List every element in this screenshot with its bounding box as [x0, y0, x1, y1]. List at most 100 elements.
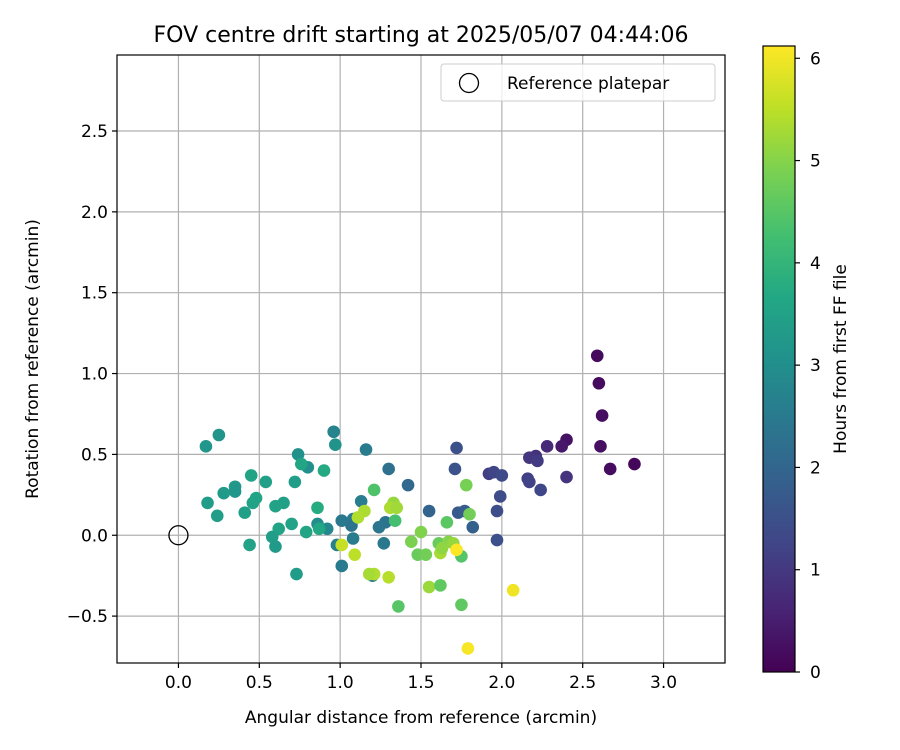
scatter-point [392, 600, 405, 613]
scatter-point [448, 462, 462, 476]
scatter-point [450, 543, 463, 557]
scatter-point [595, 409, 609, 422]
colorbar-tick-label: 5 [810, 152, 821, 172]
scatter-point [594, 440, 607, 453]
y-axis-label: Rotation from reference (arcmin) [23, 219, 43, 499]
scatter-point [265, 530, 279, 544]
colorbar-ticks: 0 1 2 3 4 5 6 [795, 49, 821, 683]
scatter-point [382, 462, 395, 476]
scatter-point [199, 440, 213, 453]
x-tick-label: 3.0 [650, 673, 677, 693]
scatter-point [404, 535, 418, 549]
scatter-point [351, 511, 365, 524]
x-axis-ticks: 0.0 0.5 1.0 1.5 2.0 2.5 3.0 [165, 663, 677, 693]
x-tick-label: 0.5 [246, 673, 273, 693]
scatter-point [422, 580, 436, 594]
scatter-point [290, 567, 303, 581]
scatter-point [414, 525, 428, 539]
scatter-point [523, 475, 536, 489]
scatter-point [490, 504, 504, 518]
scatter-point [440, 516, 454, 529]
scatter-point [459, 478, 473, 492]
scatter-point [461, 642, 475, 655]
x-tick-label: 1.5 [407, 673, 434, 693]
scatter-point [212, 428, 226, 442]
scatter-point [362, 567, 376, 581]
scatter-point [493, 490, 507, 503]
y-axis-ticks: −0.5 0.0 0.5 1.0 1.5 2.0 2.5 [67, 122, 117, 627]
x-axis-label: Angular distance from reference (arcmin) [245, 708, 597, 728]
y-tick-label: 0.0 [81, 526, 108, 546]
scatter-point [435, 541, 449, 555]
scatter-point [201, 496, 214, 510]
scatter-point [590, 349, 604, 363]
legend: Reference platepar [440, 63, 716, 102]
scatter-point [592, 376, 606, 390]
scatter-point [367, 483, 381, 497]
scatter-point [269, 499, 282, 513]
scatter-point [228, 485, 242, 498]
scatter-point [434, 579, 447, 592]
x-tick-label: 1.0 [327, 673, 354, 693]
scatter-point [335, 514, 349, 528]
scatter-point [285, 517, 298, 531]
scatter-point [238, 506, 252, 519]
scatter-point [244, 469, 258, 482]
reference-marker-group [168, 525, 189, 546]
scatter-point [312, 522, 326, 536]
scatter-point [210, 509, 224, 523]
y-tick-label: −0.5 [67, 607, 108, 627]
colorbar-tick-label: 2 [810, 458, 821, 478]
scatter-point [390, 501, 404, 515]
colorbar: 0 1 2 3 4 5 6 Hours from first FF file [762, 45, 851, 683]
scatter-point [217, 486, 231, 500]
scatter-point [495, 469, 509, 482]
scatter-point [348, 548, 362, 561]
y-tick-label: 0.5 [81, 445, 108, 465]
y-tick-label: 1.5 [81, 284, 108, 304]
scatter-point [555, 440, 568, 453]
scatter-point [335, 559, 349, 573]
x-tick-label: 2.5 [569, 673, 596, 693]
reference-platepar-marker [168, 525, 189, 546]
colorbar-tick-label: 1 [810, 561, 821, 581]
scatter-point [246, 496, 260, 510]
scatter-point [422, 504, 436, 518]
x-tick-label: 2.0 [488, 673, 515, 693]
scatter-point [540, 440, 554, 453]
scatter-point [377, 537, 391, 550]
scatter-point [455, 598, 468, 612]
legend-marker-open-circle [458, 72, 480, 94]
scatter-point [327, 425, 340, 439]
scatter-point [346, 532, 360, 545]
colorbar-label: Hours from first FF file [831, 264, 851, 454]
scatter-point [401, 478, 415, 492]
colorbar-tick-label: 4 [810, 254, 821, 274]
colorbar-tick-label: 0 [810, 663, 821, 683]
scatter-point [560, 470, 573, 484]
scatter-point [382, 570, 395, 584]
scatter-point [419, 548, 433, 561]
scatter-point [531, 454, 544, 468]
scatter-point [317, 464, 331, 477]
scatter-point [259, 475, 273, 489]
scatter-point [295, 457, 308, 471]
colorbar-tick-label: 6 [810, 49, 821, 69]
scatter-point [603, 462, 617, 476]
legend-box [440, 63, 716, 102]
scatter-point [388, 514, 402, 528]
scatter-point [291, 448, 305, 461]
y-tick-label: 2.5 [81, 122, 108, 142]
chart-title: FOV centre drift starting at 2025/05/07 … [154, 23, 689, 48]
colorbar-tick-label: 3 [810, 356, 821, 376]
scatter-point [288, 475, 302, 489]
scatter-point [450, 441, 463, 455]
data-points [199, 349, 641, 655]
scatter-point [243, 538, 256, 552]
scatter-point [354, 494, 368, 508]
x-tick-label: 0.0 [165, 673, 192, 693]
scatter-point [359, 443, 373, 456]
scatter-point [299, 525, 313, 539]
scatter-point [466, 520, 480, 534]
